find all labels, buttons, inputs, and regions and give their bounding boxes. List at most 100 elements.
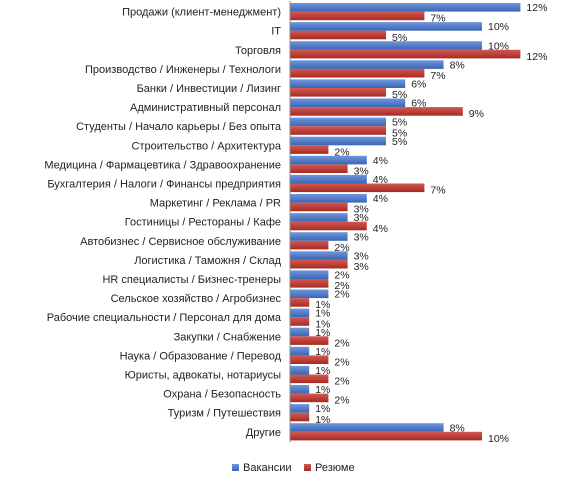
legend: Вакансии Резюме: [232, 462, 355, 474]
category-label: Торговля: [235, 45, 281, 57]
legend-swatch: [232, 464, 239, 471]
category-label: Наука / Образование / Перевод: [120, 350, 282, 362]
value-label-vacancies: 5%: [392, 136, 407, 148]
value-label-resumes: 3%: [354, 204, 369, 216]
bar-vacancies: [290, 213, 348, 222]
bar-vacancies: [290, 232, 348, 241]
value-label-resumes: 9%: [469, 108, 484, 120]
value-label-vacancies: 1%: [315, 346, 330, 358]
category-label: Банки / Инвестиции / Лизинг: [137, 83, 281, 95]
value-label-resumes: 1%: [315, 414, 330, 426]
value-label-vacancies: 1%: [315, 384, 330, 396]
value-label-vacancies: 1%: [315, 403, 330, 415]
bar-resumes: [290, 164, 348, 173]
category-label: Автобизнес / Сервисное обслуживание: [80, 236, 281, 248]
bar-resumes: [290, 336, 329, 345]
category-label: Закупки / Снабжение: [174, 331, 281, 343]
value-label-resumes: 5%: [392, 89, 407, 101]
value-label-vacancies: 1%: [315, 365, 330, 377]
bar-resumes: [290, 393, 329, 403]
value-label-resumes: 2%: [334, 376, 349, 388]
value-label-vacancies: 1%: [315, 327, 330, 339]
bar-resumes: [290, 126, 386, 135]
category-label: Производство / Инженеры / Технологи: [85, 64, 281, 76]
category-label: Юристы, адвокаты, нотариусы: [125, 370, 281, 382]
bar-vacancies: [290, 136, 386, 146]
bar-vacancies: [290, 174, 367, 184]
category-label: HR специалисты / Бизнес-тренеры: [102, 274, 281, 286]
value-label-vacancies: 1%: [315, 308, 330, 320]
category-labels: Продажи (клиент-менеджмент) IT Торговля Про…: [44, 7, 282, 439]
bar-resumes: [290, 355, 329, 364]
bar-vacancies: [290, 289, 329, 299]
category-label: Логистика / Таможня / Склад: [134, 255, 281, 267]
bar-vacancies: [290, 41, 482, 50]
category-label: Сельское хозяйство / Агробизнес: [111, 293, 282, 305]
bar-vacancies: [290, 60, 444, 69]
bar-resumes: [290, 259, 348, 269]
legend-swatch: [304, 464, 311, 471]
category-label: Туризм / Путешествия: [168, 408, 281, 420]
value-label-resumes: 2%: [334, 280, 349, 292]
value-label-resumes: 1%: [315, 299, 330, 311]
category-label: IT: [271, 26, 281, 38]
value-label-resumes: 2%: [334, 337, 349, 349]
value-label-resumes: 7%: [430, 70, 445, 82]
value-label-resumes: 5%: [392, 127, 407, 139]
value-label-vacancies: 2%: [334, 270, 349, 282]
value-label-vacancies: 6%: [411, 79, 426, 91]
value-labels: 12%7%10%5%10%12%8%7%6%5%6%9%5%5%5%2%4%3%…: [315, 2, 547, 445]
value-label-vacancies: 4%: [373, 155, 388, 167]
value-label-resumes: 2%: [334, 357, 349, 369]
bar-vacancies: [290, 155, 367, 165]
value-label-resumes: 1%: [315, 318, 330, 330]
category-label: Продажи (клиент-менеджмент): [122, 7, 281, 19]
category-label: Маркетинг / Реклама / PR: [150, 198, 281, 210]
value-label-vacancies: 8%: [450, 422, 465, 434]
category-label: Гостиницы / Рестораны / Кафе: [125, 217, 281, 229]
bar-resumes: [290, 298, 310, 307]
value-label-vacancies: 3%: [354, 231, 369, 243]
category-label: Рабочие специальности / Персонал для дом…: [47, 312, 282, 324]
bars: [290, 3, 521, 441]
value-label-vacancies: 12%: [526, 2, 547, 14]
bar-resumes: [290, 88, 386, 97]
value-label-vacancies: 4%: [373, 193, 388, 205]
bar-vacancies: [290, 270, 329, 279]
value-label-vacancies: 3%: [354, 250, 369, 262]
value-label-vacancies: 2%: [334, 289, 349, 301]
bar-vacancies: [290, 385, 310, 394]
bar-vacancies: [290, 346, 310, 356]
bar-vacancies: [290, 423, 444, 432]
value-label-resumes: 5%: [392, 32, 407, 44]
bar-vacancies: [290, 22, 482, 31]
legend-entry: Резюме: [315, 462, 355, 474]
bar-resumes: [290, 30, 386, 40]
bar-resumes: [290, 68, 425, 78]
bar-resumes: [290, 279, 329, 288]
value-label-vacancies: 8%: [450, 59, 465, 71]
value-label-vacancies: 10%: [488, 21, 509, 33]
bar-vacancies: [290, 251, 348, 260]
value-label-resumes: 2%: [334, 395, 349, 407]
bar-vacancies: [290, 79, 406, 88]
value-label-resumes: 2%: [334, 146, 349, 158]
category-label: Охрана / Безопасность: [163, 389, 281, 401]
bar-resumes: [290, 240, 329, 250]
value-label-vacancies: 4%: [373, 174, 388, 186]
category-label: Медицина / Фармацевтика / Здравоохранени…: [44, 159, 281, 171]
bar-vacancies: [290, 404, 310, 413]
bar-vacancies: [290, 327, 310, 337]
value-label-resumes: 12%: [526, 51, 547, 63]
bar-resumes: [290, 374, 329, 384]
bar-resumes: [290, 317, 310, 326]
value-label-resumes: 7%: [430, 13, 445, 25]
value-label-vacancies: 10%: [488, 40, 509, 52]
value-label-resumes: 3%: [354, 166, 369, 178]
bar-resumes: [290, 145, 329, 154]
bar-resumes: [290, 431, 482, 441]
bar-resumes: [290, 107, 463, 116]
value-label-resumes: 4%: [373, 223, 388, 235]
bar-vacancies: [290, 365, 310, 375]
bar-vacancies: [290, 308, 310, 318]
